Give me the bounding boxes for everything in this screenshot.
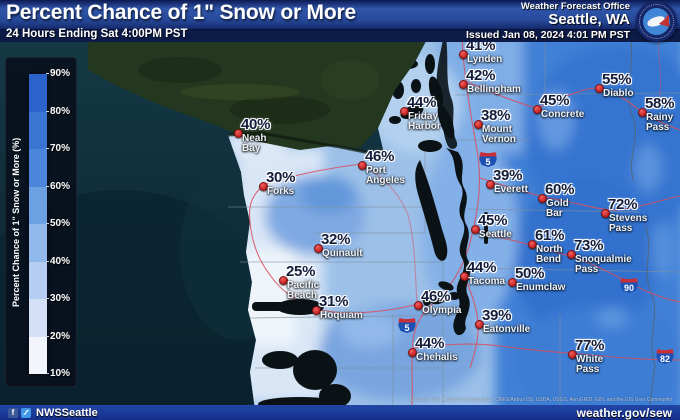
page-title: Percent Chance of 1" Snow or More — [6, 1, 356, 24]
county-boundaries — [228, 30, 680, 405]
legend-tick-label: 70% — [46, 144, 76, 154]
interstate-route-number: 5 — [404, 323, 410, 333]
vancouver-island-terrain — [88, 28, 650, 150]
interstate-route-number: 82 — [659, 354, 670, 364]
colorbar-segment — [29, 111, 47, 149]
title-band — [0, 0, 680, 30]
valid-period: 24 Hours Ending Sat 4:00PM PST — [6, 28, 188, 40]
logo-red-swoosh — [659, 13, 669, 27]
legend-panel: Percent Chance of 1" Snow or More (%) 90… — [5, 57, 77, 387]
subtitle-band — [0, 30, 680, 42]
legend-axis-label: Percent Chance of 1" Snow or More (%) — [11, 137, 21, 307]
colorbar-segment — [29, 336, 47, 374]
colorbar-segment — [29, 74, 47, 112]
office-location: Seattle, WA — [548, 11, 630, 28]
nws-logo-icon — [636, 1, 677, 42]
header: Percent Chance of 1" Snow or More 24 Hou… — [0, 0, 680, 42]
footer-bar: f NWSSeattle weather.gov/sew — [0, 405, 680, 420]
legend-tick-label: 40% — [46, 256, 76, 267]
colorbar — [29, 74, 47, 374]
interstate-90-shield-icon: 90 — [620, 277, 638, 293]
legend-tick-label: 90% — [46, 69, 76, 79]
legend-tick-label: 10% — [46, 369, 76, 379]
legend-tick-label: 60% — [46, 181, 76, 192]
logo-globe — [643, 8, 670, 35]
colorbar-segment — [29, 224, 47, 262]
legend-tick-label: 30% — [46, 294, 76, 304]
interstate-82-shield-icon: 82 — [656, 348, 674, 364]
legend-tick-label: 50% — [46, 219, 76, 229]
map-attribution: Sources: Esri, Earthstar Geographics, CN… — [409, 397, 672, 403]
office-block: Weather Forecast Office Seattle, WA — [520, 1, 630, 28]
interstate-5-shield-icon: 5 — [398, 317, 416, 333]
interstate-route-number: 90 — [623, 283, 634, 293]
colorbar-segment — [29, 186, 47, 224]
website-url[interactable]: weather.gov/sew — [576, 405, 672, 420]
colorbar-segment — [29, 149, 47, 187]
interstate-route-number: 5 — [485, 157, 491, 167]
legend-tick-label: 80% — [46, 106, 76, 117]
interstate-5-shield-icon: 5 — [479, 151, 497, 167]
social-handle[interactable]: NWSSeattle — [36, 406, 98, 419]
colorbar-segment — [29, 299, 47, 337]
logo-ring — [639, 4, 674, 39]
social-block: f NWSSeattle — [8, 407, 98, 419]
issued-timestamp: Issued Jan 08, 2024 4:01 PM PST — [465, 28, 630, 41]
facebook-icon[interactable]: f — [8, 407, 18, 418]
twitter-icon[interactable] — [21, 407, 31, 418]
twitter-bird — [22, 409, 30, 415]
colorbar-segment — [29, 261, 47, 299]
legend-tick-label: 20% — [46, 331, 76, 342]
office-name: Weather Forecast Office — [520, 1, 630, 12]
